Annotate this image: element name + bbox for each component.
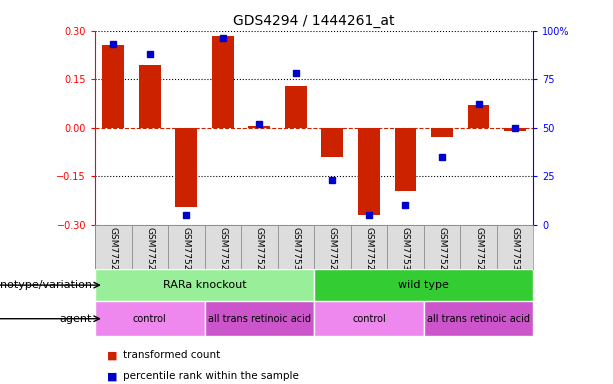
Bar bbox=[95, 269, 314, 301]
Bar bbox=[95, 301, 205, 336]
Title: GDS4294 / 1444261_at: GDS4294 / 1444261_at bbox=[234, 14, 395, 28]
Text: GSM775293: GSM775293 bbox=[328, 227, 337, 282]
Text: genotype/variation: genotype/variation bbox=[0, 280, 92, 290]
Text: GSM775294: GSM775294 bbox=[438, 227, 446, 281]
Bar bbox=[424, 301, 533, 336]
Text: wild type: wild type bbox=[398, 280, 449, 290]
Text: GSM775299: GSM775299 bbox=[182, 227, 191, 282]
Bar bbox=[241, 225, 278, 269]
Bar bbox=[175, 127, 197, 207]
Bar bbox=[132, 225, 168, 269]
Bar bbox=[395, 127, 416, 191]
Bar bbox=[314, 301, 424, 336]
Text: GSM775292: GSM775292 bbox=[218, 227, 227, 281]
Text: GSM775301: GSM775301 bbox=[401, 227, 410, 282]
Text: control: control bbox=[352, 314, 386, 324]
Text: GSM775298: GSM775298 bbox=[474, 227, 483, 282]
Bar bbox=[387, 225, 424, 269]
Bar bbox=[497, 225, 533, 269]
Bar bbox=[139, 65, 161, 127]
Bar bbox=[95, 225, 132, 269]
Text: all trans retinoic acid: all trans retinoic acid bbox=[208, 314, 311, 324]
Text: agent: agent bbox=[59, 314, 92, 324]
Bar bbox=[314, 225, 351, 269]
Text: all trans retinoic acid: all trans retinoic acid bbox=[427, 314, 530, 324]
Bar bbox=[424, 225, 460, 269]
Text: transformed count: transformed count bbox=[123, 350, 220, 360]
Text: control: control bbox=[133, 314, 167, 324]
Bar bbox=[212, 36, 234, 127]
Text: GSM775295: GSM775295 bbox=[145, 227, 154, 282]
Bar bbox=[168, 225, 205, 269]
Bar bbox=[351, 225, 387, 269]
Bar bbox=[358, 127, 380, 215]
Bar bbox=[102, 45, 124, 127]
Text: percentile rank within the sample: percentile rank within the sample bbox=[123, 371, 299, 381]
Bar bbox=[314, 269, 533, 301]
Bar bbox=[205, 225, 241, 269]
Text: ■: ■ bbox=[107, 350, 118, 360]
Text: GSM775297: GSM775297 bbox=[365, 227, 373, 282]
Text: GSM775296: GSM775296 bbox=[255, 227, 264, 282]
Bar bbox=[321, 127, 343, 157]
Bar bbox=[460, 225, 497, 269]
Bar bbox=[278, 225, 314, 269]
Bar bbox=[205, 301, 314, 336]
Bar bbox=[504, 127, 526, 131]
Bar bbox=[285, 86, 307, 127]
Text: GSM775291: GSM775291 bbox=[109, 227, 118, 282]
Text: ■: ■ bbox=[107, 371, 118, 381]
Bar bbox=[431, 127, 453, 137]
Text: GSM775302: GSM775302 bbox=[511, 227, 520, 282]
Bar bbox=[248, 126, 270, 127]
Bar bbox=[468, 105, 489, 127]
Text: GSM775300: GSM775300 bbox=[291, 227, 300, 282]
Text: RARa knockout: RARa knockout bbox=[163, 280, 246, 290]
